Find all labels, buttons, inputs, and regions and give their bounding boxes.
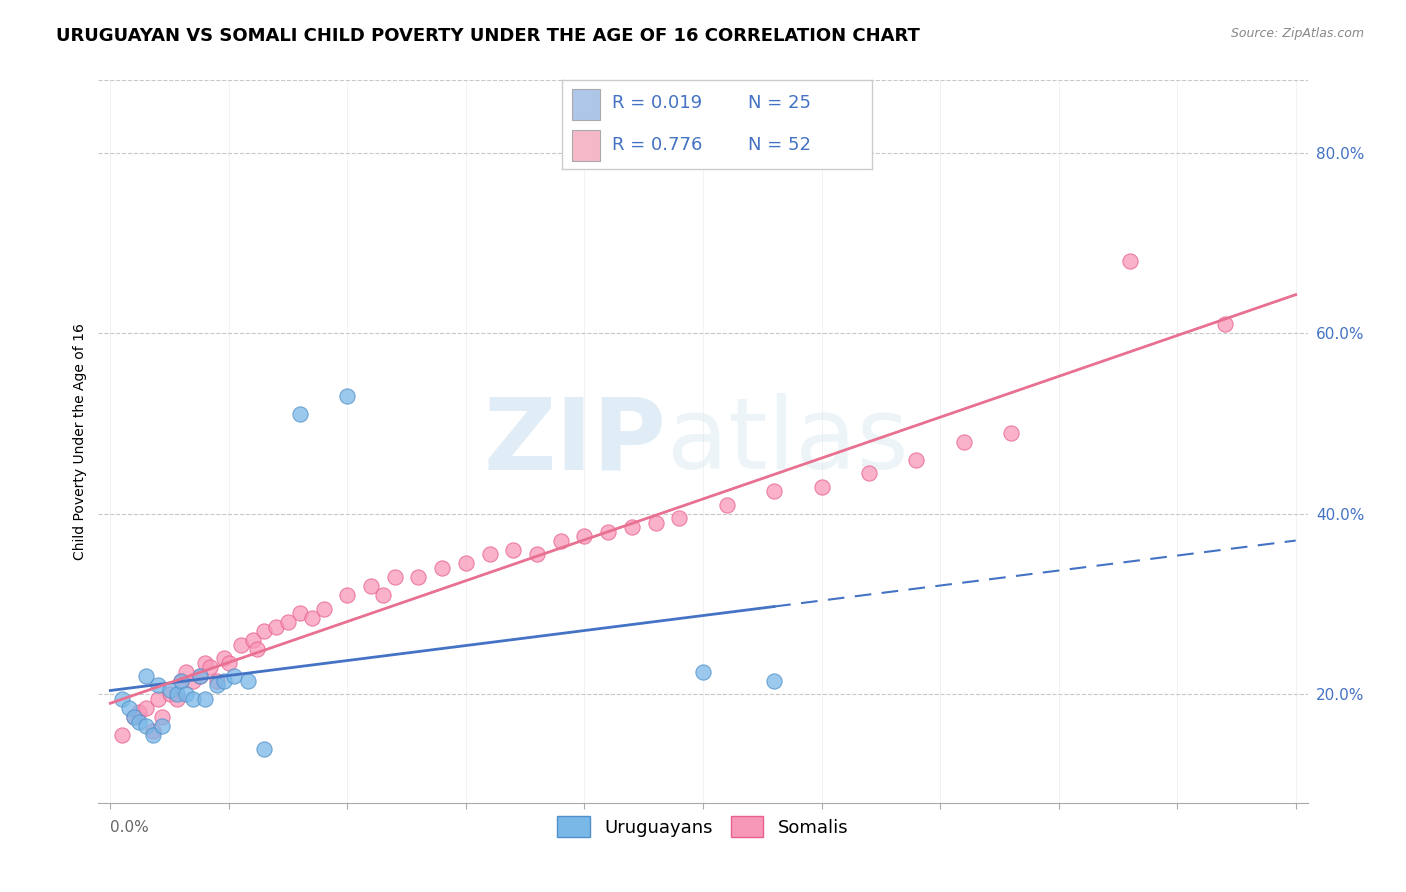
Point — [142, 723, 165, 738]
Point — [194, 656, 217, 670]
Point — [408, 570, 430, 584]
Point — [142, 728, 165, 742]
Point — [170, 673, 193, 688]
Point — [763, 673, 786, 688]
Point — [288, 606, 311, 620]
Point — [236, 673, 259, 688]
Text: ZIP: ZIP — [484, 393, 666, 490]
Point — [111, 692, 134, 706]
Point — [454, 557, 477, 571]
Point — [166, 687, 188, 701]
Point — [253, 624, 276, 639]
Point — [478, 548, 501, 562]
Point — [152, 710, 174, 724]
Text: R = 0.776: R = 0.776 — [612, 136, 702, 153]
Point — [135, 669, 157, 683]
Point — [181, 673, 204, 688]
Point — [218, 656, 240, 670]
Point — [212, 673, 235, 688]
Text: atlas: atlas — [666, 393, 908, 490]
Point — [170, 673, 193, 688]
Point — [174, 687, 197, 701]
Point — [716, 498, 738, 512]
Point — [190, 669, 212, 683]
Point — [360, 579, 382, 593]
Point — [166, 692, 188, 706]
Point — [122, 710, 145, 724]
Point — [336, 389, 359, 403]
FancyBboxPatch shape — [572, 130, 599, 161]
Point — [194, 692, 217, 706]
Point — [242, 633, 264, 648]
Text: R = 0.019: R = 0.019 — [612, 95, 702, 112]
Point — [246, 642, 269, 657]
Text: N = 25: N = 25 — [748, 95, 811, 112]
Point — [222, 669, 245, 683]
Point — [301, 610, 323, 624]
FancyBboxPatch shape — [572, 89, 599, 120]
Point — [644, 516, 666, 530]
Text: N = 52: N = 52 — [748, 136, 811, 153]
Legend: Uruguayans, Somalis: Uruguayans, Somalis — [550, 809, 856, 845]
Point — [159, 687, 181, 701]
Text: URUGUAYAN VS SOMALI CHILD POVERTY UNDER THE AGE OF 16 CORRELATION CHART: URUGUAYAN VS SOMALI CHILD POVERTY UNDER … — [56, 27, 920, 45]
Point — [198, 660, 221, 674]
Point — [526, 548, 548, 562]
Point — [159, 682, 181, 697]
Point — [384, 570, 406, 584]
Point — [432, 561, 454, 575]
Point — [858, 466, 880, 480]
Point — [502, 542, 524, 557]
Point — [550, 533, 572, 548]
Point — [277, 615, 299, 630]
Point — [336, 588, 359, 602]
Point — [598, 524, 620, 539]
Point — [128, 706, 150, 720]
Point — [620, 520, 643, 534]
Y-axis label: Child Poverty Under the Age of 16: Child Poverty Under the Age of 16 — [73, 323, 87, 560]
Point — [122, 710, 145, 724]
Point — [118, 701, 141, 715]
Point — [205, 673, 228, 688]
Point — [952, 434, 974, 449]
Point — [205, 678, 228, 692]
Point — [905, 452, 928, 467]
Point — [1000, 425, 1022, 440]
Point — [264, 620, 287, 634]
Point — [668, 511, 690, 525]
Point — [692, 665, 714, 679]
Point — [288, 408, 311, 422]
Point — [152, 719, 174, 733]
Point — [1213, 317, 1236, 331]
Point — [574, 529, 596, 543]
Point — [181, 692, 204, 706]
Point — [371, 588, 394, 602]
Point — [128, 714, 150, 729]
Text: 0.0%: 0.0% — [110, 820, 149, 835]
Point — [146, 692, 169, 706]
Point — [810, 480, 832, 494]
Point — [146, 678, 169, 692]
Point — [312, 601, 335, 615]
Point — [1119, 253, 1142, 268]
Point — [229, 638, 252, 652]
Point — [253, 741, 276, 756]
Text: Source: ZipAtlas.com: Source: ZipAtlas.com — [1230, 27, 1364, 40]
Point — [763, 484, 786, 499]
Point — [212, 651, 235, 665]
Point — [135, 719, 157, 733]
Point — [174, 665, 197, 679]
Point — [111, 728, 134, 742]
Point — [190, 669, 212, 683]
Point — [135, 701, 157, 715]
